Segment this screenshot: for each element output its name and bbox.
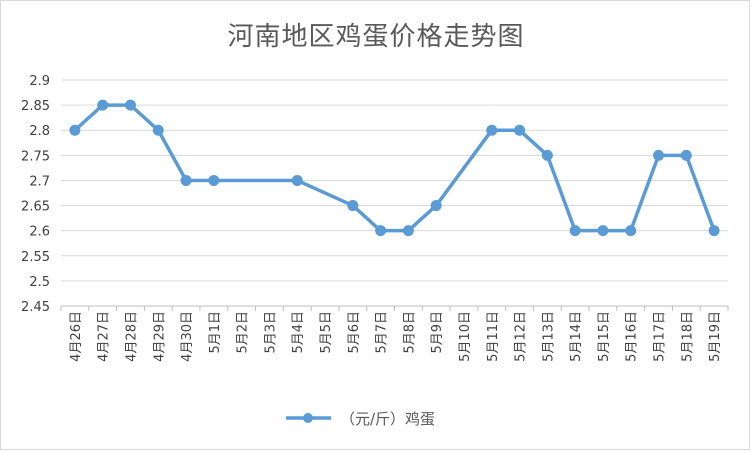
data-point [680,149,692,161]
x-tick-label: 4月27日 [97,311,112,362]
x-tick-label: 4月29日 [152,311,167,362]
y-tick-label: 2.65 [21,200,50,215]
legend-marker [303,413,313,423]
x-tick-label: 5月9日 [430,311,445,354]
data-point [569,225,581,237]
data-point [208,174,220,186]
x-tick-label: 5月5日 [319,311,334,354]
data-point [486,124,498,136]
y-tick-label: 2.9 [29,74,50,89]
x-axis-ticks: 4月26日 4月27日 4月28日 4月29日 4月30日 5月1日 5月2日 5月3日 5月4… [69,311,723,362]
x-tick-label: 4月28日 [124,311,139,362]
x-tick-label: 4月30日 [180,311,195,362]
x-tick-label: 5月7日 [375,311,390,354]
x-tick-label: 5月3日 [263,311,278,354]
x-tick-label: 5月15日 [597,311,612,362]
series-layer [69,99,720,237]
data-point [653,149,665,161]
chart-title: 河南地区鸡蛋价格走势图 [227,22,525,52]
data-point [708,225,720,237]
x-tick-label: 5月17日 [653,311,668,362]
y-tick-label: 2.85 [21,99,50,114]
x-tick-label: 5月4日 [291,311,306,354]
data-point [597,225,609,237]
data-point [97,99,109,111]
data-point [69,124,81,136]
data-point [291,174,303,186]
series-line [73,103,716,233]
legend-label: （元/斤）鸡蛋 [340,410,435,428]
y-tick-label: 2.55 [21,250,50,265]
x-tick-label: 5月6日 [347,311,362,354]
data-point [625,225,637,237]
data-point [180,174,192,186]
data-point [152,124,164,136]
x-tick-label: 5月10日 [458,311,473,362]
x-tick-label: 5月14日 [569,311,584,362]
y-tick-label: 2.75 [21,149,50,164]
x-tick-label: 5月8日 [402,311,417,354]
gridlines [61,79,728,307]
data-point [375,225,387,237]
x-tick-label: 5月11日 [486,311,501,362]
data-point [124,99,136,111]
legend: （元/斤）鸡蛋 [286,410,435,428]
x-tick-label: 5月16日 [625,311,640,362]
data-point [541,149,553,161]
data-point [430,200,442,212]
data-point [402,225,414,237]
x-tick-label: 4月26日 [69,311,84,362]
y-tick-label: 2.6 [29,225,50,240]
x-tick-label: 5月18日 [680,311,695,362]
data-point [514,124,526,136]
x-tick-label: 5月1日 [208,311,223,354]
x-tick-label: 5月12日 [514,311,529,362]
x-tick-label: 5月2日 [236,311,251,354]
data-point [347,200,359,212]
y-tick-label: 2.5 [29,275,50,290]
x-tick-label: 5月13日 [541,311,556,362]
y-tick-label: 2.8 [29,124,50,139]
y-axis-ticks: 2.45 2.5 2.55 2.6 2.65 2.7 2.75 2.8 2.85 2.9 [21,74,50,315]
x-tick-label: 5月19日 [708,311,723,362]
x-axis [60,305,729,311]
y-tick-label: 2.45 [21,300,50,315]
y-tick-label: 2.7 [29,174,50,189]
